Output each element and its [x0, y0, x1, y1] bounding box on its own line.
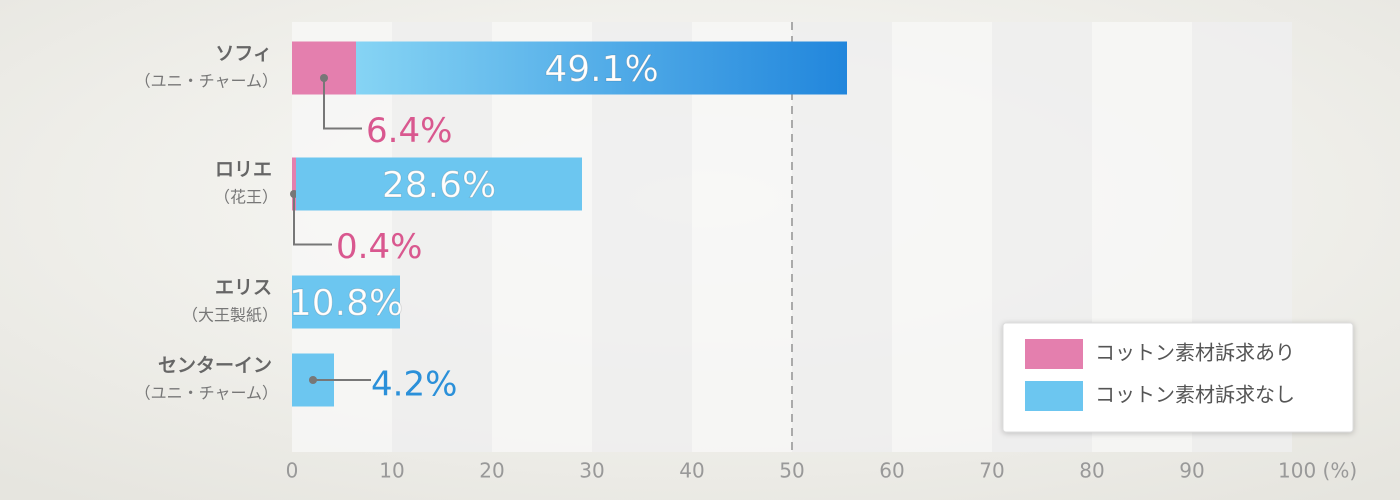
value-label: 10.8%	[289, 283, 403, 324]
legend-label: コットン素材訴求なし	[1095, 383, 1295, 407]
category-sublabel: （大王製紙）	[182, 306, 278, 325]
category-sublabel: （ユニ・チャーム）	[135, 384, 278, 403]
bar-segment	[296, 157, 582, 211]
category-sublabel: （花王）	[214, 188, 278, 207]
bar-segment	[356, 41, 847, 95]
legend-swatch	[1025, 381, 1083, 411]
category-label: ロリエ	[215, 159, 272, 181]
x-tick-label: 60	[879, 459, 904, 483]
grid-band	[892, 22, 992, 452]
category-sublabel: （ユニ・チャーム）	[135, 72, 278, 91]
value-label: 49.1%	[544, 49, 658, 90]
leader-line	[323, 78, 362, 130]
x-tick-label: 40	[679, 459, 704, 483]
value-label: 4.2%	[371, 365, 457, 405]
bar-segment	[292, 275, 400, 329]
x-tick-label: 80	[1079, 459, 1104, 483]
value-label: 28.6%	[382, 165, 496, 206]
x-tick-label: 0	[286, 459, 299, 483]
x-tick-label: 50	[779, 459, 804, 483]
category-label: ソフィ	[215, 43, 272, 65]
x-tick-label: 90	[1179, 459, 1204, 483]
value-label: 6.4%	[366, 111, 452, 151]
x-tick-label: 70	[979, 459, 1004, 483]
legend-label: コットン素材訴求あり	[1095, 341, 1295, 365]
x-tick-label: 30	[579, 459, 604, 483]
category-label: センターイン	[158, 355, 272, 377]
x-tick-label: 10	[379, 459, 404, 483]
bar-segment	[292, 157, 296, 211]
leader-line	[293, 194, 332, 246]
x-tick-label: 100 (%)	[1278, 459, 1357, 483]
legend-swatch	[1025, 339, 1083, 369]
value-label: 0.4%	[336, 227, 422, 267]
x-tick-label: 20	[479, 459, 504, 483]
legend-box	[1002, 322, 1354, 433]
category-label: エリス	[215, 277, 272, 299]
